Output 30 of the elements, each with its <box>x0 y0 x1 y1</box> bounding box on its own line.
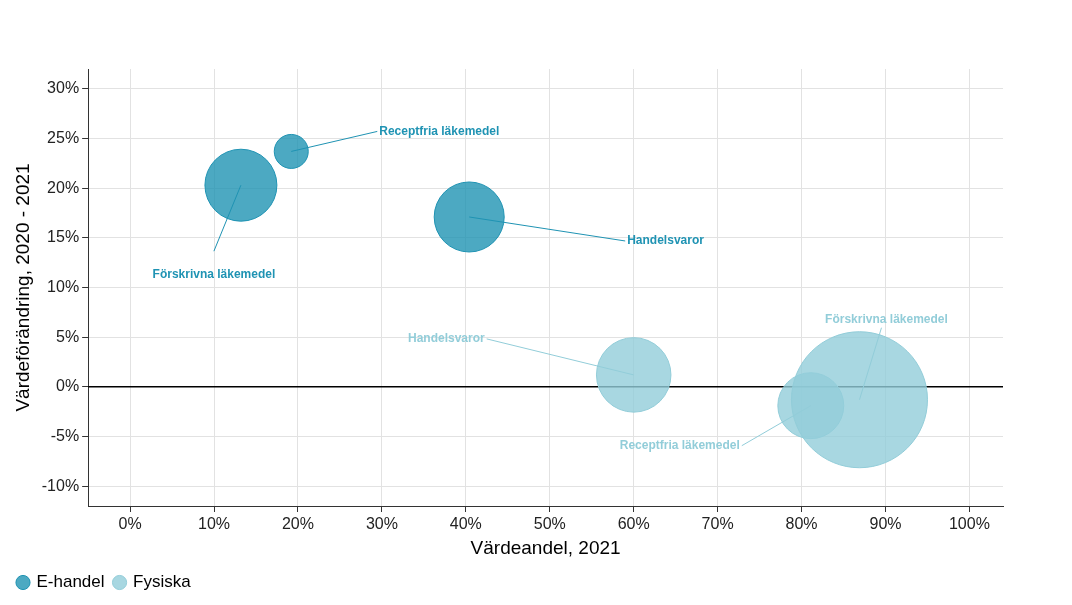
x-tick-label: 0% <box>118 515 142 533</box>
y-tick-label: 5% <box>56 327 80 345</box>
annotation: Handelsvaror <box>627 233 705 248</box>
annotation: Receptfria läkemedel <box>619 438 740 452</box>
y-tick-label: 0% <box>56 377 80 395</box>
y-tick-label: 25% <box>47 128 80 146</box>
x-axis-title: Värdeandel, 2021 <box>470 536 621 558</box>
y-tick-label: 20% <box>47 178 80 196</box>
y-tick-label: 15% <box>47 228 80 246</box>
y-tick-label: 30% <box>47 79 80 97</box>
x-tick-label: 40% <box>449 515 482 533</box>
x-tick-label: 80% <box>785 515 818 533</box>
y-axis-title: Värdeförändring, 2020 - 2021 <box>11 163 33 412</box>
x-tick-label: 70% <box>701 515 734 533</box>
x-tick-label: 100% <box>948 515 990 533</box>
x-tick-label: 30% <box>365 515 398 533</box>
annotation: Förskrivna läkemedel <box>152 266 276 281</box>
y-tick-label: -10% <box>41 476 80 494</box>
annotation: Handelsvaror <box>408 331 486 346</box>
x-tick-label: 20% <box>281 515 314 533</box>
annotation: Receptfria läkemedel <box>379 123 500 138</box>
x-tick-label: 10% <box>198 515 231 533</box>
legend-label: Fysiska <box>133 572 192 592</box>
annotation: Förskrivna läkemedel <box>825 312 948 327</box>
y-tick-label: -5% <box>50 426 80 444</box>
x-tick-label: 50% <box>533 515 566 533</box>
x-tick-label: 90% <box>869 515 902 533</box>
y-tick-label: 10% <box>47 277 80 295</box>
legend-label: E-handel <box>36 572 105 592</box>
x-tick-label: 60% <box>617 515 650 533</box>
